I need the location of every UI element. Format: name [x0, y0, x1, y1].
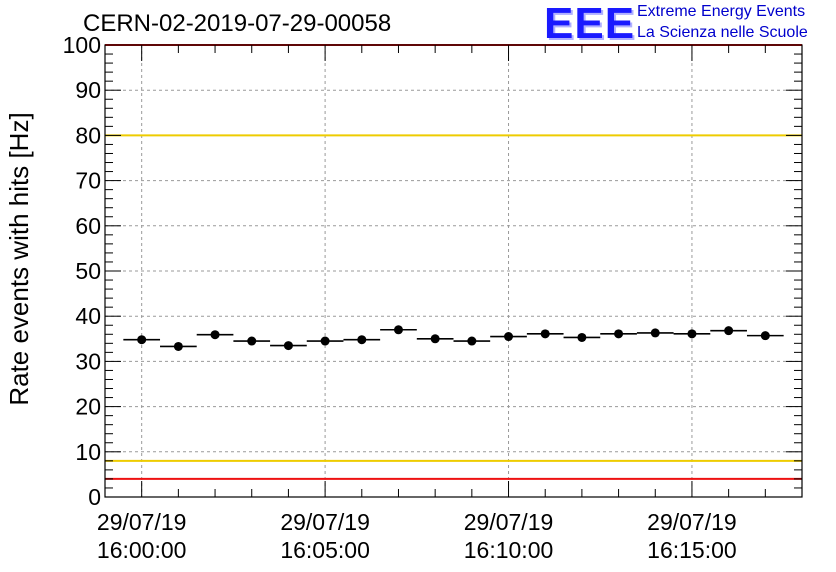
data-point [614, 329, 624, 339]
y-tick-label: 0 [88, 484, 101, 510]
data-point [540, 329, 550, 339]
logo-text-line-1: Extreme Energy Events [637, 3, 806, 20]
logo-mark: EEE [544, 0, 636, 48]
data-point [247, 336, 257, 346]
y-tick-label: 100 [63, 32, 101, 58]
y-tick-label: 90 [75, 77, 101, 103]
y-tick-label: 40 [75, 303, 101, 329]
data-point [210, 330, 220, 340]
logo-text-line-2: La Scienza nelle Scuole [637, 24, 808, 41]
y-tick-label: 70 [75, 168, 101, 194]
run-title: CERN-02-2019-07-29-00058 [83, 10, 392, 37]
y-tick-label: 20 [75, 394, 101, 420]
data-point [650, 328, 660, 338]
x-tick-label-date: 29/07/19 [280, 509, 370, 535]
data-point [467, 336, 477, 346]
x-tick-label-time: 16:15:00 [647, 537, 737, 563]
data-point [430, 334, 440, 344]
data-point [687, 329, 697, 339]
data-point [724, 326, 734, 336]
y-tick-label: 50 [75, 258, 101, 284]
y-tick-label: 30 [75, 348, 101, 374]
x-tick-label-date: 29/07/19 [97, 509, 187, 535]
y-axis-label: Rate events with hits [Hz] [4, 112, 34, 405]
eee-logo: EEE Extreme Energy Events La Scienza nel… [541, 0, 831, 48]
x-tick-label-date: 29/07/19 [464, 509, 554, 535]
data-point [137, 335, 147, 345]
data-point [173, 341, 183, 351]
data-point [320, 336, 330, 346]
y-tick-label: 10 [75, 439, 101, 465]
data-point [357, 335, 367, 345]
x-tick-label-time: 16:05:00 [280, 537, 370, 563]
data-point [760, 331, 770, 341]
x-tick-label-time: 16:00:00 [97, 537, 187, 563]
y-tick-label: 60 [75, 213, 101, 239]
data-point [577, 332, 587, 342]
x-tick-label-date: 29/07/19 [647, 509, 737, 535]
x-tick-label-time: 16:10:00 [464, 537, 554, 563]
data-point [393, 325, 403, 335]
y-tick-label: 80 [75, 122, 101, 148]
data-point [504, 332, 514, 342]
data-point [283, 341, 293, 351]
